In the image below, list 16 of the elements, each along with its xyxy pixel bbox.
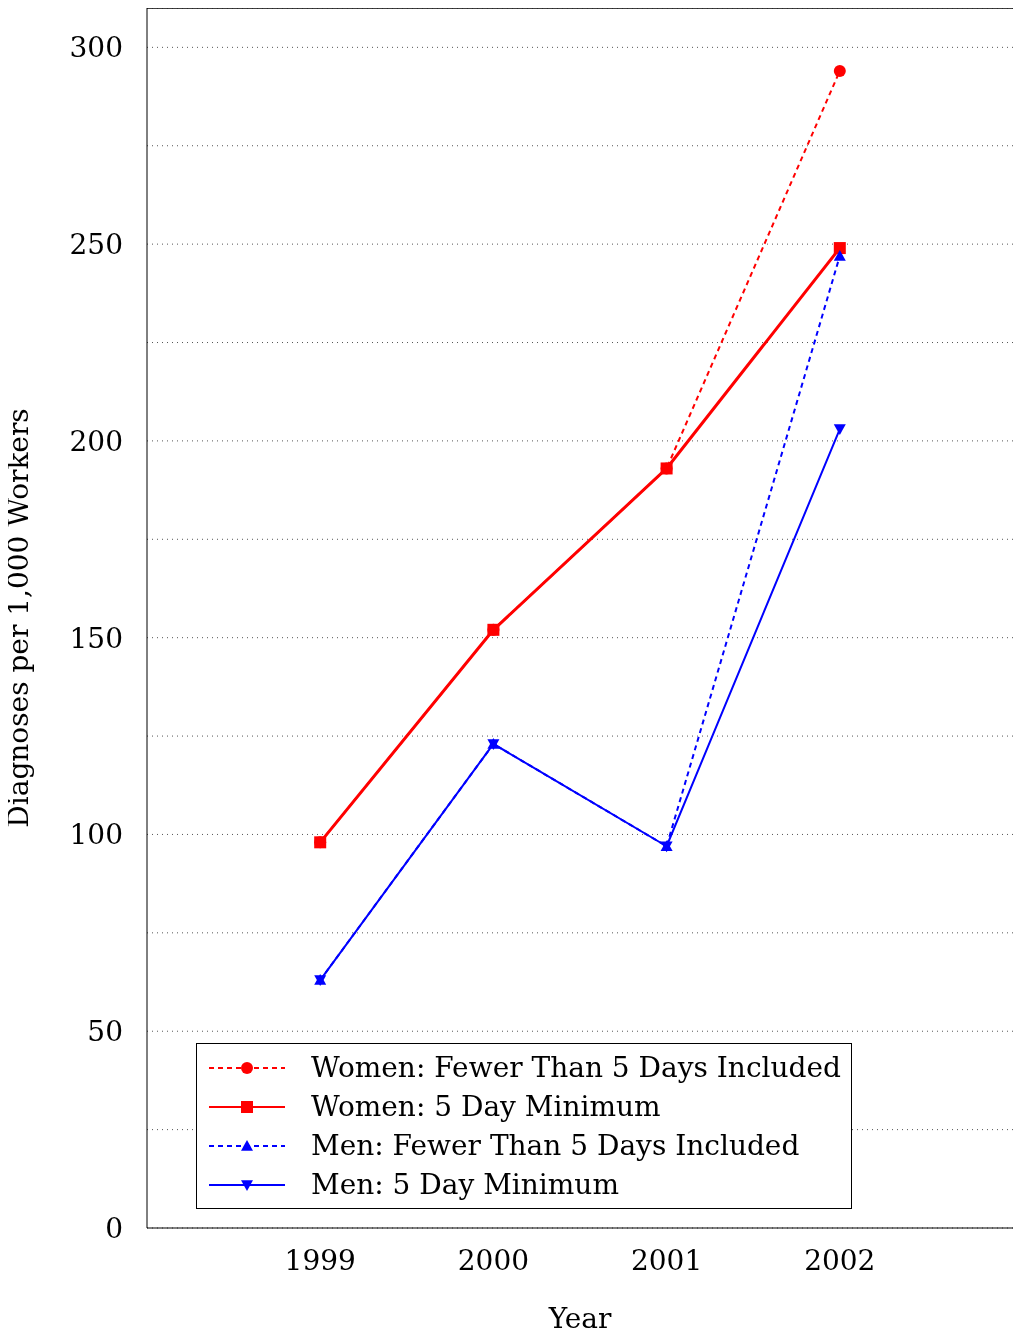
y-tick-label: 200 <box>69 424 123 458</box>
legend-label: Women: 5 Day Minimum <box>311 1090 661 1123</box>
y-tick-label: 300 <box>69 31 123 65</box>
y-tick-label: 250 <box>69 228 123 262</box>
y-tick-label: 50 <box>87 1015 123 1049</box>
y-tick-label: 150 <box>69 621 123 655</box>
x-tick-label: 2000 <box>457 1243 530 1277</box>
y-tick-label: 100 <box>69 818 123 852</box>
x-tick-label: 2001 <box>630 1243 703 1277</box>
x-axis-title: Year <box>547 1302 612 1335</box>
x-tick-label: 2002 <box>804 1243 876 1277</box>
y-tick-label: 0 <box>105 1211 123 1245</box>
legend-label: Men: Fewer Than 5 Days Included <box>311 1129 800 1162</box>
legend-label: Men: 5 Day Minimum <box>311 1168 619 1201</box>
legend-label: Women: Fewer Than 5 Days Included <box>311 1051 841 1084</box>
x-tick-label: 1999 <box>284 1243 356 1277</box>
